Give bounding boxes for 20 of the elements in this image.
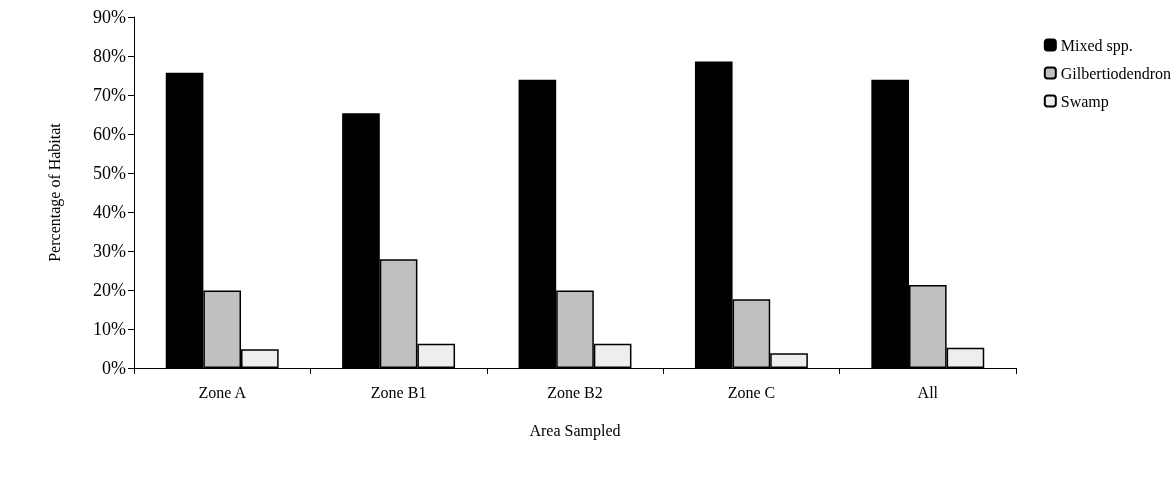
y-tick-label: 30% [93, 241, 126, 261]
y-tick-label: 0% [102, 358, 126, 378]
x-tick-label: Zone C [727, 383, 776, 401]
y-tick-label: 70% [93, 85, 126, 105]
legend-label: Gilbertiodendron [1060, 64, 1172, 82]
y-tick-label: 80% [93, 46, 126, 66]
y-tick-label: 40% [93, 202, 126, 222]
x-tick-label: Zone B1 [370, 383, 427, 401]
y-tick-label: 60% [93, 124, 126, 144]
y-axis-title: Percentage of Habitat [45, 122, 64, 262]
y-tick-label: 10% [93, 319, 126, 339]
legend-label: Swamp [1060, 92, 1109, 111]
legend-label: Mixed spp. [1060, 36, 1133, 55]
x-tick-label: Zone A [198, 383, 247, 401]
x-tick-label: All [917, 383, 939, 401]
y-tick-label: 90% [93, 7, 126, 27]
y-tick-label: 50% [93, 163, 126, 183]
x-tick-label: Zone B2 [547, 383, 603, 401]
x-axis-title: Area Sampled [529, 421, 621, 440]
y-tick-label: 20% [93, 280, 126, 300]
